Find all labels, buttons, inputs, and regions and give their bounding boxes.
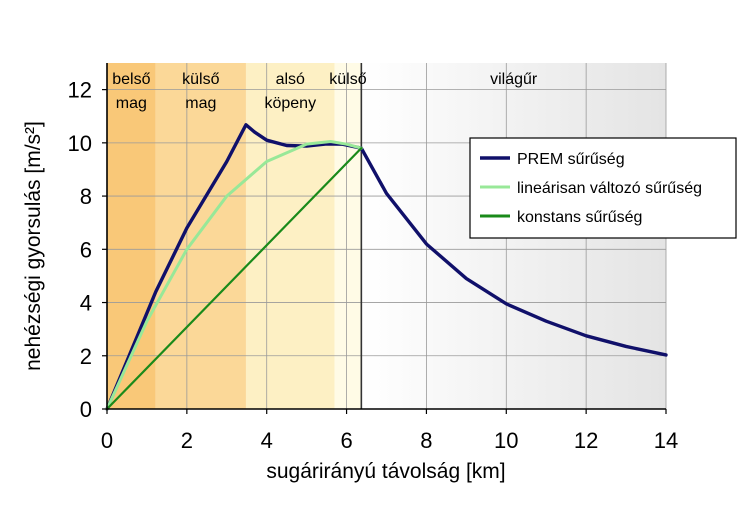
y-tick-label: 12: [68, 78, 92, 103]
y-tick-label: 2: [80, 344, 92, 369]
legend-entry: lineárisan változó sűrűség: [517, 180, 702, 197]
x-axis-label: sugárirányú távolság [km]: [266, 460, 505, 483]
x-tick-label: 2: [181, 428, 193, 453]
y-tick-label: 10: [68, 131, 92, 156]
y-tick-label: 0: [80, 397, 92, 422]
x-tick-label: 12: [574, 428, 598, 453]
region-label: külső: [329, 71, 366, 88]
region-label: külső: [182, 71, 219, 88]
region-label: világűr: [490, 71, 538, 88]
legend: PREM sűrűség lineárisan változó sűrűség ko…: [469, 137, 737, 239]
y-tick-label: 4: [80, 291, 92, 316]
region-label: köpeny: [264, 95, 316, 112]
legend-box: [469, 137, 737, 239]
series-line-1: [105, 140, 363, 411]
grid: [107, 63, 667, 409]
series-line-2: [105, 147, 363, 411]
legend-entry: konstans sűrűség: [517, 209, 642, 226]
x-tick-label: 8: [420, 428, 432, 453]
tick-labels: 0 2 4 6 8 10 12 14 0 2 4 6 8 10 12: [68, 78, 679, 453]
x-tick-label: 6: [340, 428, 352, 453]
series-line-0: [105, 123, 668, 411]
x-tick-label: 0: [101, 428, 113, 453]
x-tick-label: 14: [654, 428, 678, 453]
axes: [102, 63, 667, 414]
region-band-1: [155, 63, 246, 409]
y-tick-label: 8: [80, 184, 92, 209]
legend-entry: PREM sűrűség: [517, 151, 625, 168]
region-band-2: [245, 63, 335, 409]
region-band-3: [334, 63, 362, 409]
region-labels: belső mag külső mag alsó köpeny külső világűr: [112, 71, 538, 112]
y-tick-label: 6: [80, 237, 92, 262]
x-tick-label: 10: [494, 428, 518, 453]
x-tick-label: 4: [261, 428, 273, 453]
region-label: alsó: [276, 71, 305, 88]
region-label: mag: [185, 95, 216, 112]
region-label: mag: [116, 95, 147, 112]
y-axis-label: nehézségi gyorsulás [m/s²]: [22, 121, 45, 371]
region-label: belső: [112, 71, 150, 88]
series-lines: [105, 123, 668, 411]
